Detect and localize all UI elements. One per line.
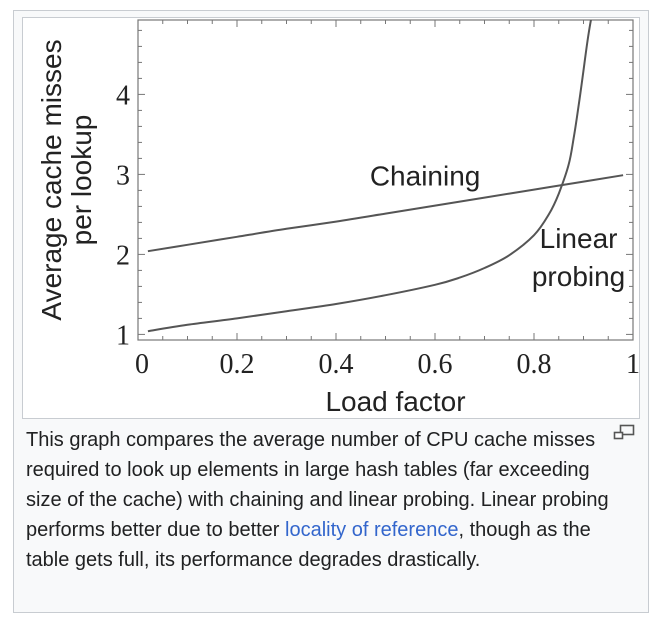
x-tick-label: 0.6 xyxy=(418,349,453,380)
caption-text-start: This graph compares the average number o… xyxy=(26,429,609,541)
y-tick-label: 1 xyxy=(116,320,130,351)
x-tick-label: 0.8 xyxy=(517,349,552,380)
x-tick-label: 0 xyxy=(135,349,149,380)
chart-image[interactable]: 0 0.2 0.4 0.6 0.8 1 1 2 3 4 Chaining Linear probing… xyxy=(22,17,640,419)
magnify-clip-icon[interactable] xyxy=(613,424,635,442)
y-tick-label: 4 xyxy=(116,80,130,111)
y-axis-label-line2: per lookup xyxy=(66,115,97,246)
caption-text-end: , though as the table gets full, its per… xyxy=(26,519,591,571)
chaining-series-line xyxy=(147,174,624,253)
x-tick-label: 0.4 xyxy=(319,349,354,380)
x-axis-label: Load factor xyxy=(325,386,465,417)
locality-of-reference-link[interactable]: locality of reference xyxy=(285,519,459,541)
probing-label: probing xyxy=(532,261,625,292)
linear-label: Linear xyxy=(540,223,618,254)
chaining-label: Chaining xyxy=(370,161,481,192)
y-tick-label: 3 xyxy=(116,160,130,191)
cache-misses-chart: 0 0.2 0.4 0.6 0.8 1 1 2 3 4 Chaining Linear probing… xyxy=(36,19,639,417)
y-tick-label: 2 xyxy=(116,240,130,271)
y-axis-label-line1: Average cache misses xyxy=(36,39,67,320)
x-tick-label: 0.2 xyxy=(220,349,255,380)
x-tick-label: 1 xyxy=(626,349,639,380)
figure-caption: This graph compares the average number o… xyxy=(26,425,616,575)
linear-probing-series-line xyxy=(147,20,592,333)
